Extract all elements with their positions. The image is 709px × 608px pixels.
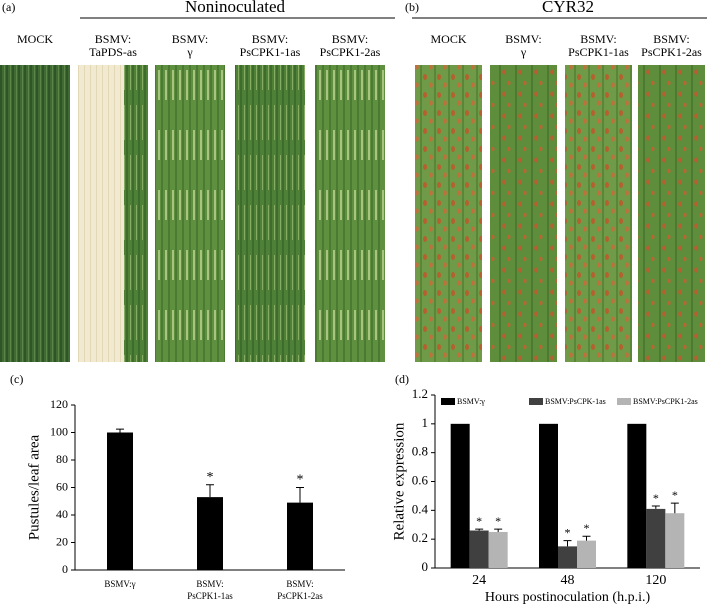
x-tick-label: PsCPK1-2as: [277, 591, 323, 601]
panel-label: (d): [395, 372, 409, 386]
legend-label: BSMV:γ: [457, 397, 485, 406]
significance-mark: *: [672, 488, 678, 502]
column-header: BSMV:: [252, 32, 288, 46]
bar: [469, 530, 489, 568]
significance-mark: *: [495, 514, 501, 528]
bar: [287, 502, 313, 570]
leaf-photo: [235, 65, 305, 362]
x-axis-label: Hours postinoculation (h.p.i.): [485, 590, 651, 605]
error-bar: [582, 535, 591, 541]
leaf-photo: [415, 65, 482, 362]
panel-title: Noninoculated: [185, 0, 286, 16]
y-tick-label: 0.4: [412, 501, 429, 516]
bar: [450, 423, 470, 568]
significance-mark: *: [584, 521, 590, 535]
bar: [539, 423, 558, 568]
leaf-photo: [0, 65, 70, 362]
error-bar: [116, 428, 124, 433]
leaf-photo: [315, 65, 385, 362]
x-tick-label: BSMV:: [196, 579, 223, 589]
x-tick-label: PsCPK1-1as: [187, 591, 233, 601]
y-tick-label: 20: [56, 534, 68, 548]
significance-mark: *: [565, 525, 571, 539]
column-header: BSMV:: [332, 32, 368, 46]
column-header: γ: [520, 45, 527, 59]
column-header: BSMV:: [172, 32, 208, 46]
legend-label: BSMV:PsCPK-1as: [545, 397, 606, 406]
column-header: MOCK: [430, 32, 466, 46]
panel-label: (a): [2, 0, 15, 14]
column-header: BSMV:: [580, 32, 616, 46]
error-bar: [475, 528, 484, 531]
leaf-photo-green-strip: [124, 65, 148, 362]
panel-label: (c): [10, 372, 23, 386]
y-tick-label: 0.2: [412, 530, 428, 545]
bar: [197, 497, 223, 570]
leaf-photo: [565, 65, 632, 362]
leaf-photo: [638, 65, 705, 362]
bar: [665, 513, 685, 568]
legend-swatch: [441, 398, 455, 405]
panel-title: CYR32: [542, 0, 594, 16]
x-tick-label: BSMV:γ: [104, 579, 135, 589]
y-tick-label: 60: [56, 479, 68, 493]
column-header: PsCPK1-2as: [320, 45, 381, 59]
panel-label: (b): [405, 0, 419, 14]
significance-mark: *: [207, 470, 214, 485]
column-header: PsCPK1-2as: [641, 45, 702, 59]
error-bar: [206, 484, 214, 498]
column-header: TaPDS-as: [89, 45, 137, 59]
y-tick-label: 1.2: [412, 386, 428, 401]
legend-swatch: [529, 398, 543, 405]
significance-mark: *: [297, 473, 304, 488]
error-bar: [563, 540, 572, 547]
x-tick-label: 120: [645, 573, 666, 588]
bar: [646, 508, 666, 568]
leaf-photo: [155, 65, 225, 362]
column-header: γ: [186, 45, 193, 59]
error-bar: [494, 528, 503, 532]
column-header: PsCPK1-1as: [240, 45, 301, 59]
x-tick-label: 48: [561, 573, 575, 588]
y-tick-label: 0: [422, 559, 429, 574]
significance-mark: *: [476, 514, 482, 528]
y-tick-label: 0.6: [412, 472, 429, 487]
y-tick-label: 120: [50, 397, 68, 411]
y-tick-label: 0: [62, 562, 68, 576]
column-header: BSMV:: [95, 32, 131, 46]
error-bar: [670, 502, 679, 514]
bar: [107, 432, 133, 570]
x-tick-label: BSMV:: [286, 579, 313, 589]
bar: [627, 423, 647, 568]
y-axis-label: Relative expression: [391, 422, 407, 540]
error-bar: [651, 505, 660, 509]
column-header: BSMV:: [653, 32, 689, 46]
y-tick-label: 40: [56, 507, 68, 521]
y-tick-label: 100: [50, 424, 68, 438]
leaf-photo: [490, 65, 557, 362]
error-bar: [296, 487, 304, 503]
y-tick-label: 80: [56, 452, 68, 466]
column-header: PsCPK1-1as: [568, 45, 629, 59]
bar: [558, 546, 577, 568]
y-tick-label: 0.8: [412, 444, 428, 459]
x-tick-label: 24: [472, 573, 486, 588]
y-axis-label: Pustules/leaf area: [26, 434, 42, 540]
legend-swatch: [617, 398, 631, 405]
bar: [577, 540, 596, 568]
significance-mark: *: [653, 491, 659, 505]
y-tick-label: 1: [422, 415, 429, 430]
column-header: BSMV:: [505, 32, 541, 46]
column-header: MOCK: [17, 32, 53, 46]
bar: [488, 531, 508, 568]
legend-label: BSMV:PsCPK1-2as: [633, 397, 698, 406]
